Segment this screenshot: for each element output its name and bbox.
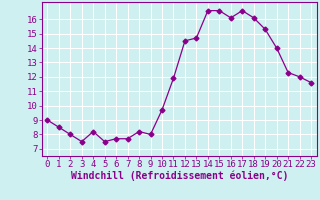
X-axis label: Windchill (Refroidissement éolien,°C): Windchill (Refroidissement éolien,°C) [70, 171, 288, 181]
